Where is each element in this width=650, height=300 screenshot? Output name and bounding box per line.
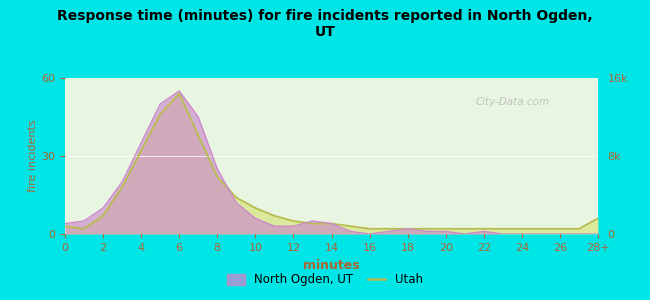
Text: Response time (minutes) for fire incidents reported in North Ogden,
UT: Response time (minutes) for fire inciden…	[57, 9, 593, 39]
X-axis label: minutes: minutes	[303, 259, 360, 272]
Text: City-Data.com: City-Data.com	[475, 97, 549, 107]
Y-axis label: fire incidents: fire incidents	[29, 120, 38, 192]
Legend: North Ogden, UT, Utah: North Ogden, UT, Utah	[222, 269, 428, 291]
